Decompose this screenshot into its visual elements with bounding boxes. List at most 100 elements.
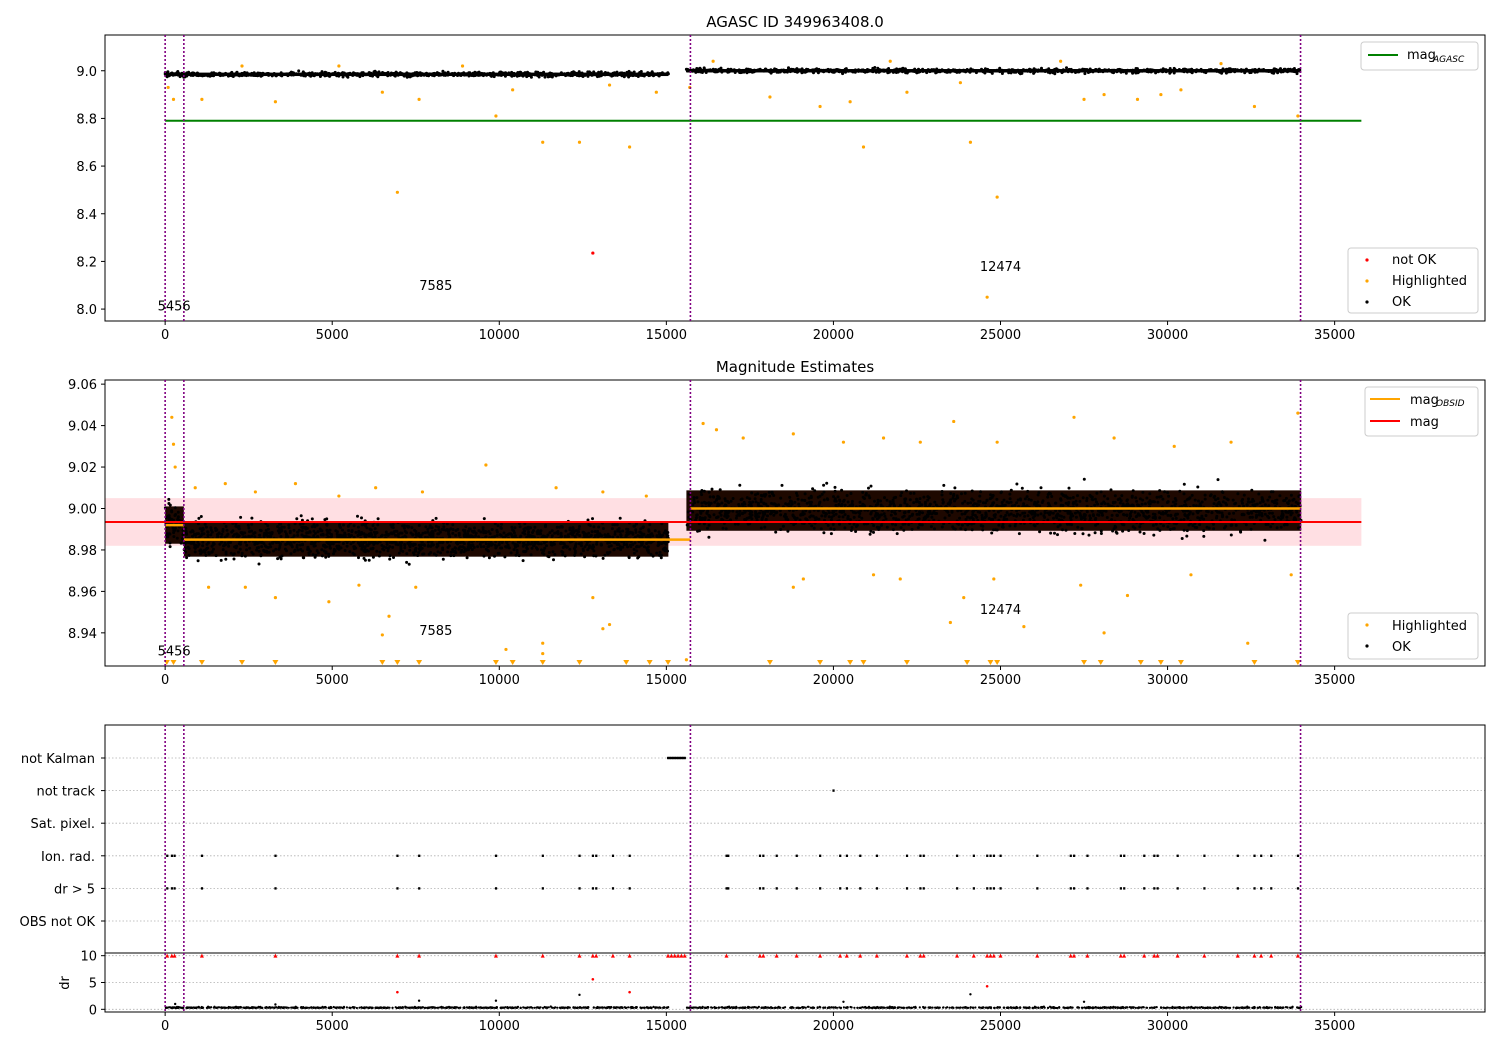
ok-point (409, 531, 413, 535)
ok-point (649, 552, 653, 556)
ok-point (1200, 500, 1204, 504)
ok-point (1073, 511, 1077, 515)
ok-point (315, 535, 319, 539)
ok-point (1174, 516, 1178, 520)
ok-point (427, 552, 431, 556)
ok-point (509, 551, 513, 555)
ok-point (451, 548, 455, 552)
ok-point (259, 554, 263, 558)
ok-point (532, 544, 535, 548)
ok-point (400, 72, 404, 76)
ok-point (596, 529, 600, 533)
ok-point (651, 554, 655, 558)
ok-point (753, 497, 757, 501)
ok-point (546, 533, 550, 537)
ok-point (1091, 513, 1095, 517)
ok-point (1281, 512, 1285, 516)
ok-point (743, 518, 747, 521)
ok-point (736, 522, 740, 526)
ok-point (352, 524, 356, 528)
ok-point (723, 512, 727, 516)
ok-point (445, 522, 449, 526)
ok-point (469, 546, 472, 549)
ok-point (1272, 67, 1276, 71)
ok-point (873, 499, 876, 503)
ok-point (1056, 525, 1060, 529)
ok-point (880, 523, 883, 527)
ok-point (1042, 514, 1046, 518)
ok-point (1227, 512, 1231, 516)
ok-point (361, 523, 365, 526)
ok-point (484, 535, 488, 539)
ok-point (601, 556, 605, 560)
ok-point (1099, 532, 1103, 535)
ok-point (1083, 512, 1086, 516)
ok-point (963, 499, 967, 503)
ok-point (238, 547, 242, 551)
ok-point (262, 542, 266, 546)
ok-point (975, 515, 979, 519)
ok-point (759, 498, 763, 501)
ok-point (573, 535, 577, 538)
ok-point (579, 541, 583, 545)
ok-point (1212, 522, 1215, 526)
ok-point (571, 533, 575, 537)
ok-point (361, 542, 365, 546)
ok-point (1202, 534, 1206, 538)
ok-point (608, 73, 612, 77)
ok-point (1229, 70, 1233, 74)
ok-point (1058, 509, 1062, 513)
ok-point (636, 534, 640, 538)
ok-point (618, 530, 622, 534)
ok-point (666, 531, 670, 534)
ok-point (1039, 486, 1043, 490)
ok-point (417, 551, 421, 555)
ok-point (251, 552, 255, 556)
ok-point (649, 540, 653, 544)
ok-point (200, 532, 204, 536)
ok-point (1182, 482, 1186, 486)
ok-point (916, 526, 920, 530)
ok-point (1198, 504, 1201, 508)
ok-point (935, 68, 939, 72)
ok-point (869, 484, 873, 488)
ok-point (471, 543, 475, 547)
ok-point (549, 541, 553, 544)
ok-point (279, 535, 283, 538)
ok-point (260, 74, 264, 77)
ok-point (541, 551, 544, 555)
ok-point (897, 518, 901, 522)
ok-point (199, 552, 203, 556)
ok-point (879, 503, 883, 507)
ok-point (272, 549, 275, 553)
ok-point (167, 518, 171, 522)
ok-point (538, 532, 542, 536)
ok-point (1063, 69, 1067, 73)
ok-point (255, 546, 259, 550)
ok-point (524, 526, 527, 530)
ok-point (694, 70, 698, 74)
ok-point (601, 527, 605, 530)
ok-point (365, 73, 369, 77)
ok-point (513, 526, 517, 530)
ok-point (801, 513, 805, 517)
ok-point (174, 513, 178, 516)
ok-point (1085, 68, 1089, 72)
ok-point (338, 523, 342, 527)
ok-point (1230, 518, 1234, 522)
ok-point (168, 541, 172, 545)
ok-point (907, 510, 911, 514)
ok-point (888, 503, 892, 507)
ok-point (810, 524, 814, 528)
ok-point (928, 69, 932, 73)
ok-point (903, 511, 907, 515)
ok-point (403, 546, 407, 550)
ok-point (206, 530, 210, 534)
ok-point (315, 523, 319, 527)
ok-point (611, 71, 615, 75)
ok-point (949, 492, 953, 495)
ok-point (366, 544, 370, 547)
ok-point (176, 518, 180, 521)
ok-point (411, 533, 415, 537)
ok-point (1147, 514, 1151, 518)
